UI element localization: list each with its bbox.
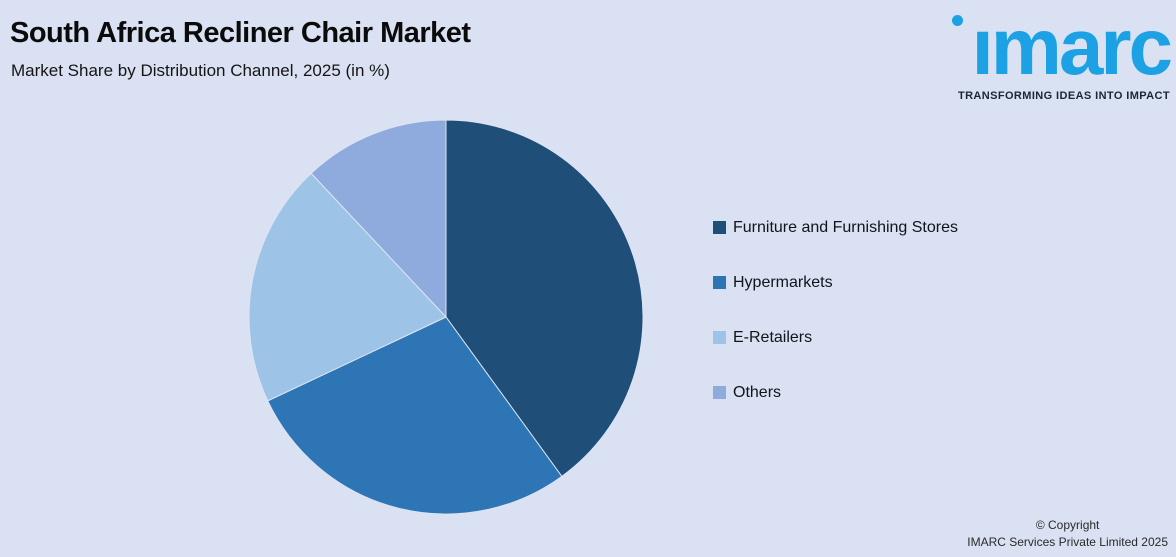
copyright-line2: IMARC Services Private Limited 2025 xyxy=(967,535,1168,549)
legend-item: Hypermarkets xyxy=(713,274,958,291)
legend-label: Hypermarkets xyxy=(733,273,833,291)
legend-swatch-e-retailers xyxy=(713,331,726,344)
legend-item: E-Retailers xyxy=(713,329,958,346)
logo-dot-icon xyxy=(952,15,963,26)
legend-swatch-furniture-and-furnishing-stores xyxy=(713,221,726,234)
legend-label: Others xyxy=(733,383,782,401)
pie-slice-0 xyxy=(445,119,644,478)
legend-label: Furniture and Furnishing Stores xyxy=(733,218,958,236)
imarc-logo: ımarc TRANSFORMING IDEAS INTO IMPACT xyxy=(932,2,1173,102)
legend-label: E-Retailers xyxy=(733,328,813,346)
chart-legend: Furniture and Furnishing Stores Hypermar… xyxy=(713,219,958,439)
legend-item: Furniture and Furnishing Stores xyxy=(713,219,958,236)
page-title: South Africa Recliner Chair Market xyxy=(10,17,471,49)
logo-wordmark: ımarc xyxy=(971,2,1173,91)
legend-item: Others xyxy=(713,384,958,401)
copyright-line1: © Copyright xyxy=(1035,518,1100,532)
page-subtitle: Market Share by Distribution Channel, 20… xyxy=(11,61,390,80)
pie-chart xyxy=(248,119,644,515)
legend-swatch-others xyxy=(713,386,726,399)
pie-slice-1 xyxy=(267,316,563,515)
legend-swatch-hypermarkets xyxy=(713,276,726,289)
copyright-notice: © Copyright IMARC Services Private Limit… xyxy=(967,517,1168,551)
logo-tagline: TRANSFORMING IDEAS INTO IMPACT xyxy=(957,90,1170,102)
pie-chart-area xyxy=(247,118,645,516)
pie-slice-2 xyxy=(248,172,447,402)
pie-slice-3 xyxy=(310,119,447,319)
